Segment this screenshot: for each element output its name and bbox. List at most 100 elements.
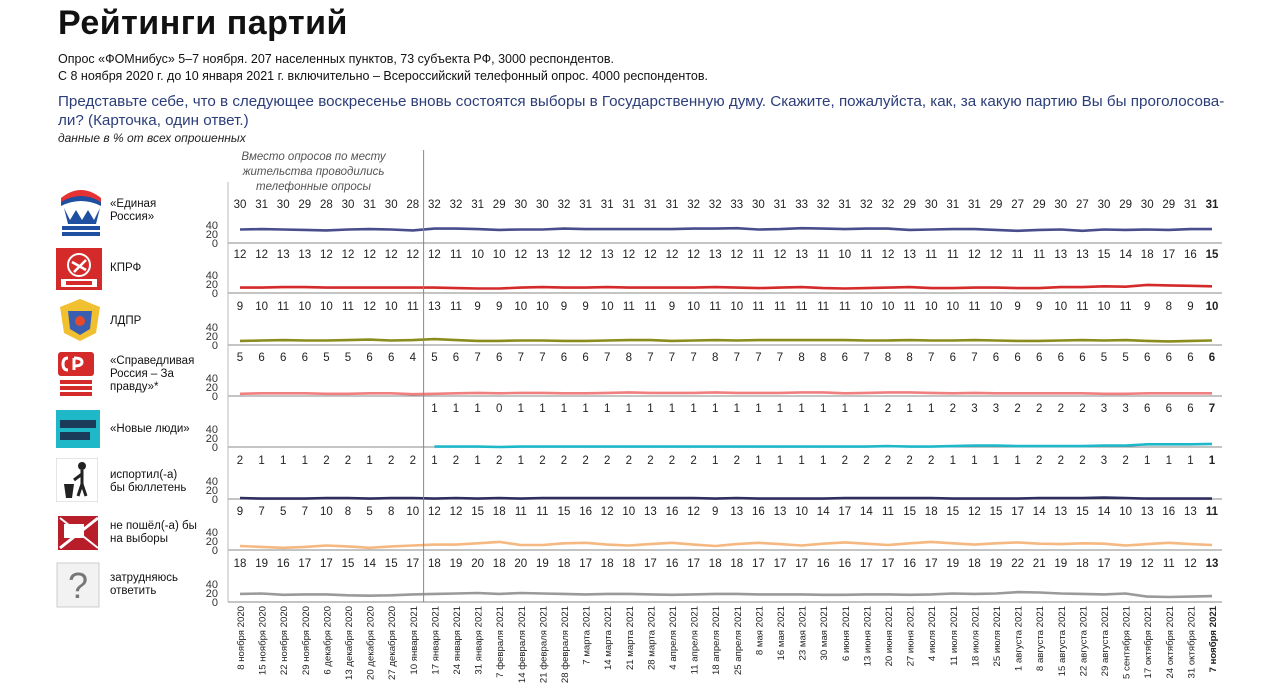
series-line [239,337,1213,343]
data-label: 31 [471,199,484,211]
data-label: 7 [669,352,675,364]
data-label: 1 [1144,455,1150,467]
data-label: 2 [561,455,567,467]
data-label: 22 [1011,558,1024,570]
x-tick-label: 27 декабря 2020 [387,606,398,680]
data-label: 10 [385,301,398,313]
y-tick-label: 20 [206,331,218,343]
data-label: 1 [366,455,372,467]
data-label: 7 [928,352,934,364]
data-label: 10 [838,249,851,261]
data-label: 1 [431,403,437,415]
series-line [239,540,1213,550]
data-label: 18 [601,558,614,570]
data-label: 32 [709,199,722,211]
data-label: 11 [817,301,829,313]
x-tick-label: 10 января 2021 [409,606,420,675]
data-label: 2 [734,455,740,467]
data-label: 12 [234,249,247,261]
y-tick-label: 0 [212,340,218,352]
data-label: 12 [990,249,1003,261]
data-label: 12 [320,249,333,261]
data-label: 13 [730,506,743,518]
x-tick-label: 5 сентября 2021 [1122,606,1133,679]
data-label: 6 [950,352,956,364]
data-label: 2 [1036,455,1042,467]
data-label: 6 [258,352,264,364]
y-tick-label: 20 [206,536,218,548]
data-label: 14 [363,558,376,570]
question-icon: ? [56,562,106,610]
data-label: 6 [302,352,308,364]
data-label: 17 [298,558,311,570]
data-label: 33 [730,199,743,211]
data-label: 16 [903,558,916,570]
x-tick-label: 31 октября 2021 [1186,606,1197,679]
kprf-emblem-icon [56,248,106,296]
data-label: 17 [687,558,700,570]
data-label: 1 [820,455,826,467]
data-label: 15 [946,506,959,518]
data-label: 17 [860,558,873,570]
data-label: 2 [690,455,696,467]
data-label: 10 [1098,301,1111,313]
data-label: 12 [644,249,657,261]
data-label: 19 [255,558,268,570]
x-tick-label: 17 октября 2021 [1143,606,1154,679]
data-label: 1 [798,403,804,415]
data-label: 3 [1101,455,1107,467]
data-label: 15 [990,506,1003,518]
y-tick-label: 20 [206,485,218,497]
data-label: 12 [579,249,592,261]
data-label: 11 [947,249,959,261]
data-label: 31 [255,199,268,211]
data-label: 12 [385,249,398,261]
data-label: 12 [255,249,268,261]
data-label: 6 [582,352,588,364]
data-label: 30 [385,199,398,211]
data-label: 10 [536,301,549,313]
series-line [239,391,1212,396]
data-label: 1 [669,403,675,415]
data-label: 28 [406,199,419,211]
data-label: 1 [755,455,761,467]
data-label: 14 [860,506,873,518]
data-label: 10 [990,301,1003,313]
x-tick-label: 7 марта 2021 [582,606,593,665]
data-label: 12 [687,249,700,261]
data-label: 10 [471,249,484,261]
data-label: 13 [1184,506,1197,518]
series-label-spoiled-ballot: испортил(-а) бы бюллетень [110,469,187,494]
data-label: 10 [925,301,938,313]
data-label: 9 [712,506,718,518]
data-label: 30 [1054,199,1067,211]
y-tick-label: 0 [212,545,218,557]
x-tick-label: 7 ноября 2021 [1208,605,1219,672]
data-label: 12 [1184,558,1197,570]
data-label: 11 [904,301,916,313]
data-label: 12 [428,506,441,518]
y-tick-label: 0 [212,288,218,300]
data-label: 17 [579,558,592,570]
data-label: 6 [842,352,848,364]
data-label: 27 [1076,199,1089,211]
data-label: 8 [885,352,891,364]
data-label: 30 [1098,199,1111,211]
series-line [240,283,1213,290]
data-label: 9 [669,301,675,313]
data-label: 12 [450,506,463,518]
data-label: 18 [730,558,743,570]
data-label: 2 [669,455,675,467]
series-label-sr: «Справедливая Россия – За правду»* [110,355,195,393]
data-label: 14 [1098,506,1111,518]
data-label: 15 [385,558,398,570]
x-tick-label: 29 августа 2021 [1100,606,1111,676]
data-label: 12 [601,506,614,518]
data-label: 2 [323,455,329,467]
data-label: 29 [990,199,1003,211]
x-tick-label: 15 августа 2021 [1057,606,1068,676]
data-label: 15 [1206,249,1219,261]
data-label: 31 [1184,199,1197,211]
data-label: 16 [1162,506,1175,518]
data-label: 7 [734,352,740,364]
